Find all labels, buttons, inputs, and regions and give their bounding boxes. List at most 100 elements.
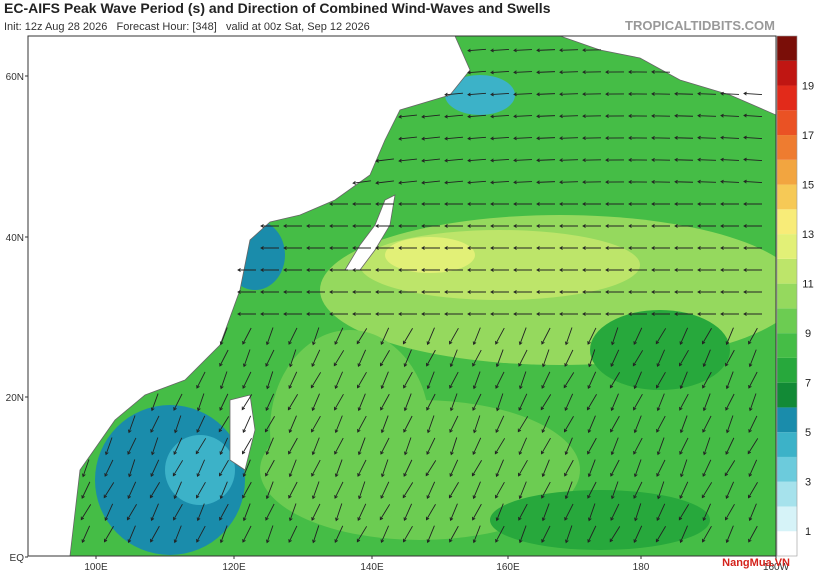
field-band: [490, 490, 710, 550]
direction-arrow: [559, 114, 579, 119]
direction-arrow: [352, 246, 371, 250]
direction-arrow: [628, 70, 648, 74]
direction-arrow: [467, 268, 486, 272]
direction-arrow: [720, 91, 740, 96]
direction-arrow: [444, 224, 463, 228]
direction-arrow: [421, 180, 441, 185]
direction-arrow: [720, 312, 739, 316]
direction-arrow: [720, 290, 739, 294]
direction-arrow: [467, 290, 486, 294]
direction-arrow: [467, 246, 486, 250]
lon-label: 180: [633, 562, 650, 573]
direction-arrow: [426, 525, 435, 544]
direction-arrow: [651, 69, 671, 74]
direction-arrow: [725, 371, 734, 390]
direction-arrow: [490, 180, 510, 185]
direction-arrow: [103, 482, 115, 499]
direction-arrow: [219, 503, 229, 521]
direction-arrow: [473, 415, 481, 434]
direction-arrow: [265, 459, 275, 477]
direction-arrow: [104, 437, 113, 456]
direction-arrow: [265, 437, 274, 456]
direction-arrow: [536, 180, 556, 185]
direction-arrow: [633, 525, 643, 543]
direction-arrow: [651, 268, 670, 272]
direction-arrow: [311, 459, 321, 477]
direction-arrow: [628, 202, 647, 206]
lon-label: 160E: [496, 562, 520, 573]
direction-arrow: [127, 481, 137, 499]
direction-arrow: [633, 459, 642, 478]
direction-arrow: [674, 113, 694, 118]
axes: 60N 40N 20N EQ 100E 120E 140E 160E 180 160W: [6, 72, 790, 573]
direction-arrow: [724, 503, 735, 521]
direction-arrow: [725, 481, 735, 500]
direction-arrow: [283, 290, 302, 294]
colorbar-segment: [777, 456, 797, 482]
direction-arrow: [334, 525, 344, 543]
direction-arrow: [540, 437, 551, 455]
direction-arrow: [375, 158, 394, 163]
direction-arrow: [587, 459, 596, 478]
colorbar-segment: [777, 506, 797, 532]
direction-arrow: [563, 416, 574, 433]
direction-arrow: [219, 393, 229, 411]
direction-arrow: [536, 290, 555, 294]
direction-arrow: [398, 202, 417, 206]
direction-arrow: [467, 224, 486, 228]
direction-arrow: [81, 459, 90, 478]
direction-arrow: [467, 202, 486, 206]
direction-arrow: [490, 70, 510, 75]
direction-arrow: [449, 349, 458, 368]
direction-arrow: [536, 246, 555, 250]
direction-arrow: [536, 92, 556, 97]
direction-arrow: [657, 481, 665, 500]
direction-arrow: [173, 503, 183, 521]
direction-arrow: [564, 481, 573, 500]
colorbar-segment: [777, 85, 797, 111]
direction-arrow: [748, 525, 758, 543]
direction-arrow: [610, 503, 620, 521]
direction-arrow: [720, 202, 739, 206]
colorbar-tick-label: 11: [802, 279, 813, 291]
philippines: [229, 394, 256, 471]
direction-arrow: [449, 327, 459, 345]
direction-arrow: [656, 437, 665, 456]
direction-arrow: [743, 157, 763, 162]
direction-arrow: [352, 224, 371, 228]
direction-arrow: [720, 135, 740, 140]
direction-arrow: [467, 92, 487, 97]
direction-arrow: [582, 114, 602, 119]
direction-arrow: [582, 158, 602, 163]
direction-arrow: [743, 202, 762, 206]
direction-arrow: [283, 224, 302, 228]
direction-arrow: [449, 525, 459, 543]
direction-arrow: [490, 92, 510, 97]
direction-arrow: [651, 157, 671, 162]
direction-arrow: [565, 525, 573, 544]
direction-arrow: [519, 371, 527, 390]
direction-arrow: [587, 525, 597, 543]
colorbar-segment: [777, 382, 797, 408]
field-band: [590, 310, 730, 390]
direction-arrow: [628, 224, 647, 228]
direction-arrow: [582, 202, 601, 206]
direction-arrow: [403, 349, 412, 368]
direction-arrow: [288, 371, 298, 389]
direction-arrow: [467, 180, 487, 185]
direction-arrow: [357, 349, 367, 368]
direction-arrow: [306, 224, 325, 228]
direction-arrow: [196, 481, 206, 499]
direction-arrow: [490, 158, 510, 163]
direction-arrow: [633, 481, 643, 499]
direction-arrow: [518, 437, 527, 456]
colorbar-frame: [776, 35, 798, 557]
direction-arrow: [310, 372, 322, 389]
direction-arrow: [425, 504, 436, 521]
direction-arrow: [541, 459, 550, 478]
direction-arrow: [449, 503, 458, 522]
colorbar-tick-label: 17: [802, 130, 814, 142]
title: EC-AIFS Peak Wave Period (s) and Directi…: [4, 0, 551, 16]
direction-arrow: [260, 246, 279, 250]
